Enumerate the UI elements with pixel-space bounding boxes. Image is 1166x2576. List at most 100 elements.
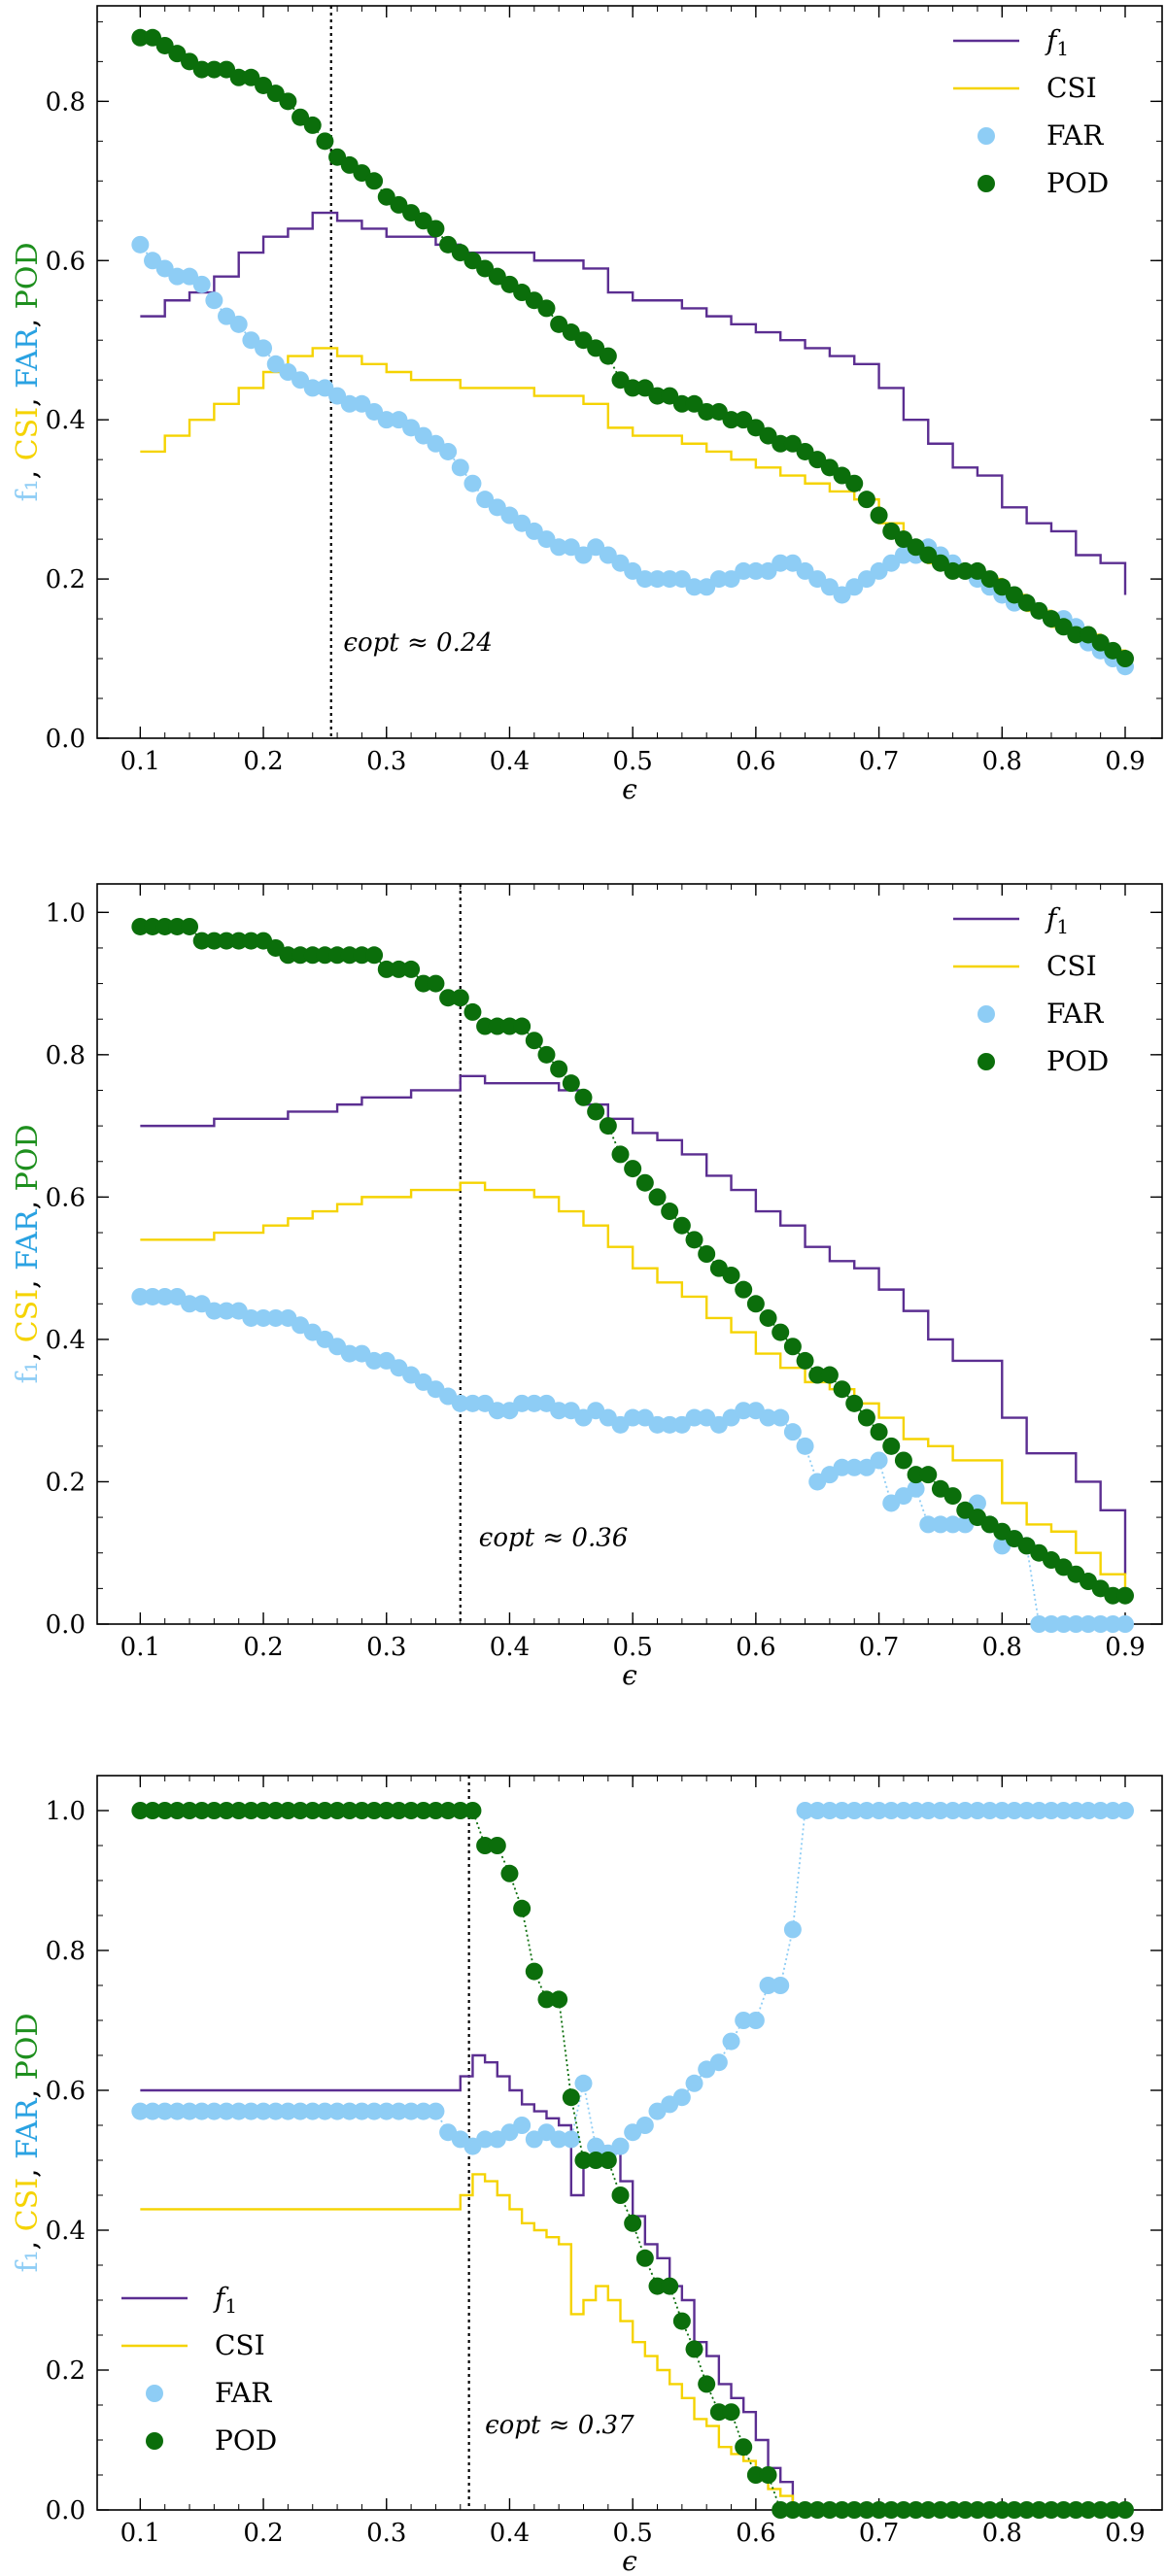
- legend-swatch-POD: [977, 1053, 995, 1070]
- series-POD-point: [857, 1408, 875, 1427]
- series-POD-point: [1115, 650, 1134, 668]
- x-tick-label: 0.2: [243, 2519, 283, 2548]
- y-tick-label: 0.8: [46, 1041, 86, 1070]
- series-POD-point: [488, 1837, 506, 1854]
- series-FAR-point: [1054, 1615, 1073, 1633]
- y-axis-label-part: POD: [11, 242, 45, 309]
- series-POD-point: [463, 1002, 482, 1021]
- series-POD-point: [698, 402, 716, 421]
- plot-frame: [96, 5, 1163, 739]
- series-POD-point: [624, 379, 642, 397]
- series-FAR-point: [1104, 1802, 1122, 1819]
- series-POD-point: [500, 1017, 519, 1035]
- series-FAR-point: [735, 1402, 753, 1420]
- series-POD-point: [1115, 2501, 1134, 2519]
- series-POD-point: [155, 1802, 174, 1819]
- series-FAR-point: [205, 1302, 223, 1320]
- series-POD-point: [316, 946, 334, 965]
- series-POD-connector: [140, 1810, 1125, 2511]
- series-FAR-point: [192, 2102, 211, 2120]
- x-tick-label: 0.9: [1105, 747, 1145, 776]
- series-FAR-point: [772, 554, 790, 572]
- series-FAR-point: [759, 1977, 777, 1994]
- series-FAR-point: [131, 1287, 150, 1305]
- legend-label-CSI: CSI: [1046, 72, 1097, 104]
- series-POD-point: [377, 1802, 395, 1819]
- series-POD-point: [205, 60, 223, 79]
- series-POD-point: [205, 1802, 223, 1819]
- series-POD-point: [808, 2501, 827, 2519]
- series-POD-point: [181, 917, 199, 935]
- series-POD-point: [476, 1837, 495, 1854]
- series-FAR-point: [1091, 1615, 1110, 1633]
- series-POD-point: [168, 1802, 187, 1819]
- series-FAR-point: [550, 2130, 568, 2149]
- series-FAR-point: [377, 2102, 395, 2120]
- series-POD-point: [783, 1338, 802, 1356]
- series-POD-point: [427, 220, 445, 238]
- y-axis-label-part: f₁: [11, 1361, 45, 1383]
- series-FAR-point: [635, 570, 654, 589]
- series-POD-point: [624, 1160, 642, 1178]
- series-POD-point: [943, 1487, 962, 1506]
- series-FAR-point: [168, 2102, 187, 2120]
- x-axis-label: ϵ: [622, 773, 637, 805]
- series-POD-point: [562, 1074, 580, 1093]
- series-POD-point: [451, 989, 469, 1007]
- series-FAR-point: [242, 2102, 260, 2120]
- y-axis-label-part: ,: [11, 389, 45, 407]
- x-tick-label: 0.5: [612, 747, 652, 776]
- y-tick-label: 0.0: [46, 2496, 86, 2525]
- series-FAR-point: [279, 2102, 297, 2120]
- series-FAR-point: [1067, 1615, 1085, 1633]
- series-FAR-point: [205, 291, 223, 310]
- series-POD-point: [144, 1802, 162, 1819]
- series-FAR-point: [931, 1802, 949, 1819]
- series-FAR-point: [783, 1920, 802, 1939]
- series-POD-point: [870, 506, 888, 525]
- series-FAR-point: [439, 442, 458, 460]
- series-POD-point: [537, 1045, 556, 1064]
- x-tick-label: 0.9: [1105, 2519, 1145, 2548]
- series-f1-line: [140, 2053, 1125, 2512]
- series-POD-point: [635, 2249, 654, 2267]
- y-axis-label-part: ,: [11, 1271, 45, 1289]
- series-FAR-point: [1104, 1615, 1122, 1633]
- series-POD-point: [550, 1990, 568, 2009]
- series-FAR-point: [550, 538, 568, 557]
- series-POD-point: [144, 917, 162, 935]
- series-FAR-point: [907, 1479, 925, 1498]
- optimum-annotation: ϵopt ≈ 0.37: [485, 2411, 634, 2440]
- series-POD-point: [611, 1145, 630, 1164]
- series-FAR-point: [144, 2102, 162, 2120]
- series-FAR-point: [672, 2088, 691, 2107]
- y-tick-label: 0.0: [46, 725, 86, 754]
- x-tick-label: 0.1: [120, 747, 160, 776]
- series-POD-point: [439, 989, 458, 1007]
- chart-panel-2: 0.1 0.2 0.3 0.4 0.5 0.6 0.7 0.8 0.9 0.0 0.2 0.4 0.6 0…: [11, 883, 1163, 1691]
- series-POD-point: [168, 917, 187, 935]
- series-POD-point: [316, 1802, 334, 1819]
- series-FAR-point: [820, 1802, 839, 1819]
- series-POD-point: [192, 1802, 211, 1819]
- x-tick-label: 0.3: [366, 747, 406, 776]
- series-f1-line: [140, 1074, 1127, 1575]
- series-POD-point: [587, 2152, 605, 2169]
- legend-label-subscript: 1: [224, 2294, 237, 2318]
- series-FAR-point: [722, 2032, 740, 2051]
- series-FAR-point: [1091, 1802, 1110, 1819]
- series-POD-point: [1005, 2501, 1023, 2519]
- series-POD-point: [882, 2501, 901, 2519]
- series-POD-point: [427, 974, 445, 993]
- series-FAR-point: [242, 1308, 260, 1327]
- legend-label-subscript: 1: [1056, 37, 1069, 60]
- series-FAR-point: [919, 1802, 938, 1819]
- series-FAR-point: [414, 2102, 432, 2120]
- series-POD-point: [229, 68, 248, 86]
- series-POD-point: [746, 2466, 765, 2484]
- series-POD-point: [365, 1802, 384, 1819]
- x-tick-label: 0.4: [490, 747, 530, 776]
- series-FAR-point: [328, 2102, 347, 2120]
- x-tick-label: 0.8: [982, 1633, 1022, 1662]
- series-POD-point: [192, 932, 211, 950]
